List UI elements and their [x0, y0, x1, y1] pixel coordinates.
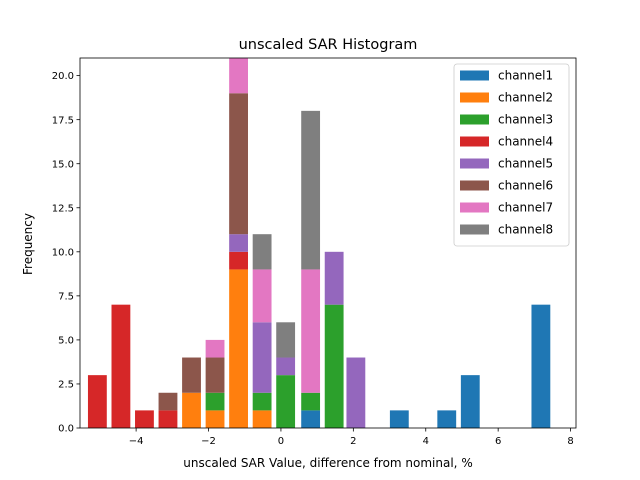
- legend-label-channel3: channel3: [498, 113, 553, 127]
- bar-channel2-1: [205, 410, 225, 428]
- bar-channel3-1: [252, 392, 272, 411]
- legend-label-channel1: channel1: [498, 69, 553, 83]
- bar-channel1-1: [389, 410, 409, 428]
- bar-channel7-3: [301, 269, 321, 393]
- y-tick-label: 15.0: [52, 159, 74, 170]
- legend-label-channel8: channel8: [498, 223, 553, 237]
- bar-channel3-2: [276, 375, 296, 428]
- axes-frame: [79, 57, 577, 429]
- legend-label-channel6: channel6: [498, 179, 553, 193]
- bar-channel6-0: [158, 392, 178, 411]
- y-tick-label: 2.5: [58, 380, 74, 391]
- bar-channel1-4: [531, 304, 551, 428]
- x-tick-label: 4: [423, 436, 429, 447]
- bar-channel2-2: [229, 269, 248, 428]
- legend-swatch-channel2: [460, 92, 489, 103]
- bar-channel6-1: [182, 357, 201, 393]
- x-tick-label: −4: [129, 436, 144, 447]
- legend-label-channel2: channel2: [498, 91, 553, 105]
- bar-channel5-3: [324, 251, 344, 305]
- axes: −4 −2 0 2 4 6 8 0.0 2.5 5.0 7.5 10.0 12.5 15.0 17.5 20.…: [52, 57, 577, 447]
- y-tick-label: 20.0: [52, 71, 74, 82]
- bar-channel4-2: [135, 410, 154, 428]
- chart-title: unscaled SAR Histogram: [239, 37, 418, 53]
- x-tick-label: 0: [278, 436, 284, 447]
- bar-channel7-0: [205, 339, 225, 358]
- bar-channel5-1: [252, 322, 272, 393]
- legend-swatch-channel3: [460, 114, 489, 125]
- legend-swatch-channel7: [460, 202, 489, 213]
- bar-channel3-0: [205, 392, 225, 411]
- bar-channel2-0: [182, 392, 201, 428]
- bar-channel3-4: [324, 304, 344, 428]
- legend-box: [453, 63, 570, 247]
- bar-channel5-0: [229, 234, 248, 252]
- bar-channel4-1: [111, 304, 131, 428]
- bar-channel6-3: [229, 93, 248, 235]
- bar-channel8-1: [276, 322, 296, 358]
- bar-channel1-0: [301, 410, 321, 428]
- plot-area: [87, 58, 551, 428]
- bar-channel2-3: [252, 410, 272, 428]
- y-tick-label: 0.0: [58, 424, 74, 435]
- legend-label-channel5: channel5: [498, 157, 553, 171]
- bar-channel4-3: [158, 410, 178, 428]
- x-tick-label: 2: [350, 436, 356, 447]
- legend-swatch-channel8: [460, 224, 489, 235]
- y-tick-label: 10.0: [52, 247, 74, 258]
- x-tick-label: 6: [495, 436, 501, 447]
- x-tick-label: −2: [201, 436, 216, 447]
- bar-channel3-3: [301, 392, 321, 411]
- bar-channel4-0: [87, 375, 107, 428]
- y-tick-label: 7.5: [58, 291, 74, 302]
- bar-channel8-0: [252, 234, 272, 270]
- legend: channel1 channel2 channel3 channel4 channel5…: [453, 63, 570, 247]
- bar-channel1-2: [437, 410, 457, 428]
- bar-channel6-2: [205, 357, 225, 393]
- y-tick-label: 12.5: [52, 203, 74, 214]
- legend-label-channel7: channel7: [498, 201, 553, 215]
- y-tick-label: 17.5: [52, 115, 74, 126]
- legend-swatch-channel6: [460, 180, 489, 191]
- legend-swatch-channel1: [460, 70, 489, 81]
- bar-channel7-2: [252, 269, 272, 323]
- x-tick-label: 8: [567, 436, 573, 447]
- bar-channel7-1: [229, 58, 248, 94]
- bar-channel1-3: [460, 375, 480, 428]
- bar-channel8-2: [301, 110, 321, 270]
- bar-channel4-4: [229, 251, 248, 270]
- legend-label-channel4: channel4: [498, 135, 553, 149]
- y-axis-label: Frequency: [21, 213, 35, 275]
- legend-swatch-channel4: [460, 136, 489, 147]
- bar-channel5-2: [276, 357, 296, 376]
- y-tick-label: 5.0: [58, 336, 74, 347]
- legend-swatch-channel5: [460, 158, 489, 169]
- x-axis-label: unscaled SAR Value, difference from nomi…: [183, 456, 472, 470]
- bar-channel5-4: [346, 357, 366, 428]
